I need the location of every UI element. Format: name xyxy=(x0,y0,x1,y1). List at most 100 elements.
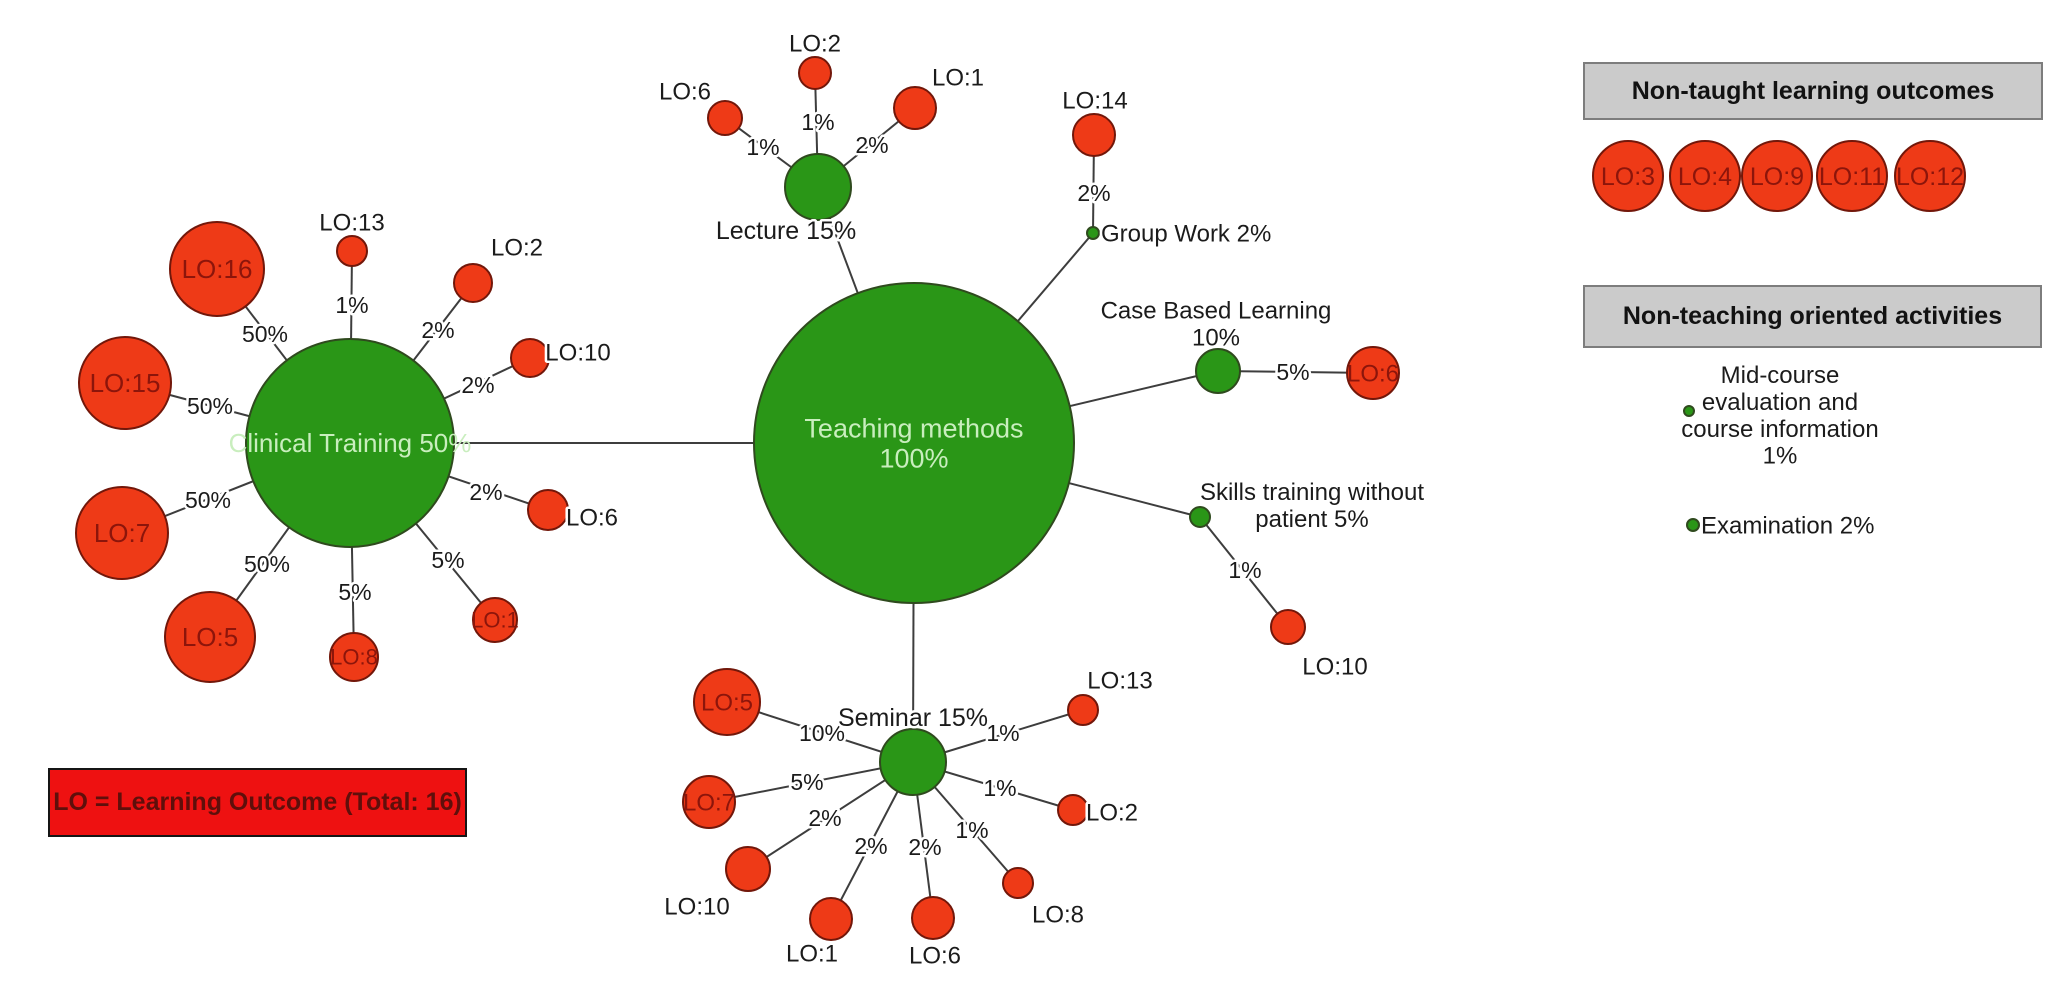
skills-training-dot xyxy=(1189,506,1211,528)
pct-seminar-lo7: 5% xyxy=(790,769,823,795)
lo10-clinical-node xyxy=(510,338,550,378)
case-based-learning-node xyxy=(1195,348,1241,394)
seminar-node xyxy=(879,728,947,796)
pct-groupwork-lo14: 2% xyxy=(1077,180,1110,206)
examination-label: Examination 2% xyxy=(1701,512,1874,539)
teaching-methods-node xyxy=(753,282,1075,604)
lo2-lecture-label: LO:2 xyxy=(789,30,841,57)
lo8-clinical-node xyxy=(329,632,379,682)
lo4-legend-node xyxy=(1669,140,1741,212)
lo14-groupwork-node xyxy=(1072,113,1116,157)
pct-seminar-lo8: 1% xyxy=(955,817,988,843)
pct-clinical-lo13: 1% xyxy=(335,292,368,318)
clinical-training-node xyxy=(245,338,455,548)
lo9-legend-node-label: LO:9 xyxy=(1750,163,1804,191)
group-work-dot xyxy=(1086,226,1100,240)
lo8-clinical-node-label: LO:8 xyxy=(330,645,378,670)
case-based-learning-label: Case Based Learning xyxy=(1101,297,1332,324)
pct-seminar-lo5: 10% xyxy=(799,720,845,746)
pct-seminar-lo10: 2% xyxy=(808,805,841,831)
pct-seminar-lo6: 2% xyxy=(908,834,941,860)
lo15-clinical-node-label: LO:15 xyxy=(90,368,161,398)
pct-lecture-lo2: 1% xyxy=(801,109,834,135)
lo5-clinical-node xyxy=(164,591,256,683)
lo7-clinical-node xyxy=(75,486,169,580)
non-taught-title: Non-taught learning outcomes xyxy=(1631,76,1995,105)
lo3-legend-node xyxy=(1592,140,1664,212)
pct-clinical-lo2: 2% xyxy=(421,317,454,343)
pct-clinical-lo10: 2% xyxy=(461,372,494,398)
lo7-seminar-node-label: LO:7 xyxy=(683,789,735,816)
lo2-lecture-node xyxy=(798,56,832,90)
lo5-clinical-node-label: LO:5 xyxy=(182,622,238,652)
pct-clinical-lo1: 5% xyxy=(431,547,464,573)
lo7-seminar-node xyxy=(682,775,736,829)
pct-seminar-lo13: 1% xyxy=(986,720,1019,746)
lo1-seminar-node xyxy=(809,897,853,941)
lo15-clinical-node xyxy=(78,336,172,430)
lo12-legend-node xyxy=(1894,140,1966,212)
mid-course-dot xyxy=(1683,405,1695,417)
lo2-clinical-label: LO:2 xyxy=(491,234,543,261)
lo2-seminar-node xyxy=(1057,794,1089,826)
lo13-seminar-node xyxy=(1067,694,1099,726)
lo8-seminar-node xyxy=(1002,867,1034,899)
teaching-methods-node-label: Teaching methods 100% xyxy=(804,413,1023,473)
lo6-casebased-node xyxy=(1346,346,1400,400)
pct-seminar-lo2: 1% xyxy=(983,775,1016,801)
lo5-seminar-node-label: LO:5 xyxy=(701,689,753,716)
lo10-seminar-node xyxy=(725,846,771,892)
lo7-clinical-node-label: LO:7 xyxy=(94,518,150,548)
case-based-learning-pct-label: 10% xyxy=(1192,324,1240,351)
lo1-clinical-node-label: LO:1 xyxy=(471,608,519,633)
mid-course-label: Mid-course evaluation and course informati… xyxy=(1681,362,1878,470)
lo11-legend-node xyxy=(1816,140,1888,212)
lo2-seminar-label: LO:2 xyxy=(1086,799,1138,826)
seminar-label: Seminar 15% xyxy=(838,704,988,732)
lo6-lecture-label: LO:6 xyxy=(659,78,711,105)
lo12-legend-node-label: LO:12 xyxy=(1896,163,1964,191)
lo10-seminar-label: LO:10 xyxy=(664,893,729,920)
lo16-clinical-node-label: LO:16 xyxy=(182,254,253,284)
lo5-seminar-node xyxy=(693,668,761,736)
edge-line xyxy=(1199,516,1289,628)
lo10-skills-node xyxy=(1270,609,1306,645)
lo-abbreviation-box: LO = Learning Outcome (Total: 16) xyxy=(48,768,467,837)
non-teaching-title: Non-teaching oriented activities xyxy=(1622,302,2003,330)
lo13-clinical-node xyxy=(336,235,368,267)
pct-clinical-lo16: 50% xyxy=(242,321,288,347)
lo10-skills-label: LO:10 xyxy=(1302,653,1367,680)
pct-clinical-lo7: 50% xyxy=(185,487,231,513)
lo13-seminar-label: LO:13 xyxy=(1087,667,1152,694)
lo1-lecture-label: LO:1 xyxy=(932,64,984,91)
pct-seminar-lo1: 2% xyxy=(854,833,887,859)
pct-clinical-lo8: 5% xyxy=(338,579,371,605)
lo6-seminar-label: LO:6 xyxy=(909,942,961,969)
non-teaching-oriented-activities-box: Non-teaching oriented activities xyxy=(1583,285,2042,348)
lo6-clinical-node xyxy=(527,489,569,531)
group-work-label: Group Work 2% xyxy=(1101,220,1271,247)
lo3-legend-node-label: LO:3 xyxy=(1601,163,1655,191)
non-taught-learning-outcomes-box: Non-taught learning outcomes xyxy=(1583,62,2043,120)
examination-dot xyxy=(1686,518,1700,532)
pct-clinical-lo6: 2% xyxy=(469,479,502,505)
lo14-groupwork-label: LO:14 xyxy=(1062,87,1127,114)
lo9-legend-node xyxy=(1741,140,1813,212)
lecture-label: Lecture 15% xyxy=(716,217,856,245)
lo6-seminar-node xyxy=(911,896,955,940)
pct-clinical-lo15: 50% xyxy=(187,393,233,419)
lo8-seminar-label: LO:8 xyxy=(1032,901,1084,928)
lo11-legend-node-label: LO:11 xyxy=(1819,163,1885,191)
lecture-node xyxy=(784,153,852,221)
lo1-lecture-node xyxy=(893,86,937,130)
lo6-clinical-label: LO:6 xyxy=(566,504,618,531)
edge-line xyxy=(708,761,914,803)
pct-casebased-lo6: 5% xyxy=(1276,359,1309,385)
lo10-clinical-label: LO:10 xyxy=(545,339,610,366)
lo6-casebased-node-label: LO:6 xyxy=(1347,360,1399,387)
lo4-legend-node-label: LO:4 xyxy=(1678,163,1732,191)
lo1-seminar-label: LO:1 xyxy=(786,940,838,967)
lo-abbreviation-label: LO = Learning Outcome (Total: 16) xyxy=(53,788,462,816)
